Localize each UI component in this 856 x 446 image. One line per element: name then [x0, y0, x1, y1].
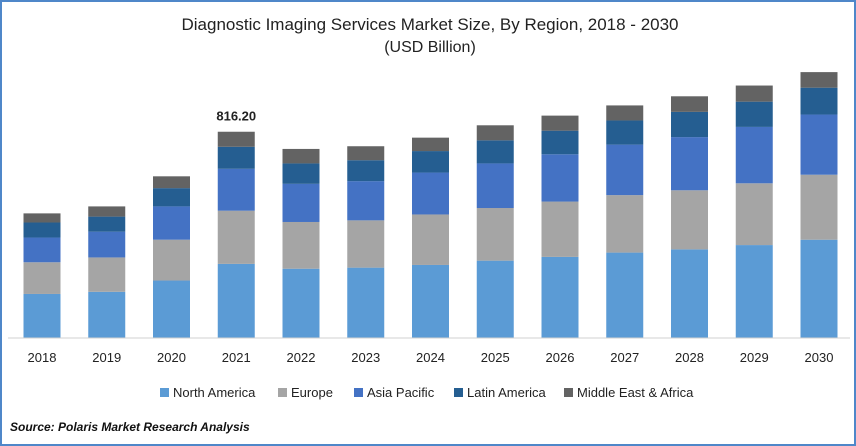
bar-2022-middle-east-africa [282, 148, 320, 164]
bar-2019-europe [88, 257, 126, 292]
bar-2020-middle-east-africa [153, 176, 190, 189]
legend-swatch-asia-pacific [354, 388, 363, 397]
x-tick-2022: 2022 [287, 350, 316, 365]
bar-2028-asia-pacific [671, 137, 708, 191]
legend-swatch-middle-east-africa [564, 388, 573, 397]
x-tick-2029: 2029 [740, 350, 769, 365]
bar-2027-middle-east-africa [606, 105, 644, 121]
bar-2024-asia-pacific [412, 172, 449, 215]
bar-2029-asia-pacific [735, 126, 773, 184]
bar-2026-latin-america [541, 130, 579, 155]
bar-2019-latin-america [88, 216, 126, 232]
bar-2029-north-america [735, 245, 773, 338]
x-tick-2025: 2025 [481, 350, 510, 365]
x-tick-2026: 2026 [546, 350, 575, 365]
bar-2028-europe [671, 190, 708, 250]
data-labels: 816.20 [216, 109, 256, 124]
bar-2027-asia-pacific [606, 144, 644, 196]
bar-2021-north-america [217, 263, 255, 338]
bar-2028-middle-east-africa [671, 96, 708, 112]
bar-2019-middle-east-africa [88, 206, 126, 217]
bar-2030-middle-east-africa [800, 72, 838, 88]
bar-2021-asia-pacific [217, 168, 255, 211]
bar-2020-asia-pacific [153, 206, 190, 240]
bar-2027-latin-america [606, 120, 644, 145]
bar-2025-middle-east-africa [476, 125, 514, 141]
source-note: Source: Polaris Market Research Analysis [10, 420, 250, 434]
bar-2020-latin-america [153, 188, 190, 207]
bar-2022-asia-pacific [282, 183, 320, 222]
bar-2023-latin-america [347, 160, 385, 182]
data-label-2021: 816.20 [216, 109, 256, 124]
x-tick-2024: 2024 [416, 350, 445, 365]
bar-2025-latin-america [476, 140, 514, 164]
x-tick-2030: 2030 [805, 350, 834, 365]
bar-2022-north-america [282, 268, 320, 338]
bar-2018-north-america [23, 293, 61, 338]
bar-2023-middle-east-africa [347, 146, 385, 161]
bar-2024-europe [412, 214, 449, 265]
bar-2030-north-america [800, 239, 838, 338]
bar-2029-europe [735, 183, 773, 246]
bar-2019-north-america [88, 291, 126, 338]
bar-2018-latin-america [23, 222, 61, 238]
bar-2024-latin-america [412, 151, 449, 173]
x-tick-2028: 2028 [675, 350, 704, 365]
bar-2024-north-america [412, 264, 449, 338]
bar-2030-latin-america [800, 87, 838, 115]
bar-2018-europe [23, 262, 61, 294]
bar-2023-north-america [347, 267, 385, 338]
legend: North America Europe Asia Pacific Latin Ame… [160, 385, 694, 400]
bar-2028-latin-america [671, 111, 708, 138]
bars-layer [23, 72, 838, 338]
bar-2030-europe [800, 174, 838, 240]
bar-2026-europe [541, 201, 579, 257]
legend-label-latin-america: Latin America [467, 385, 547, 400]
chart-title: Diagnostic Imaging Services Market Size,… [181, 15, 678, 34]
bar-2024-middle-east-africa [412, 137, 449, 152]
x-tick-2019: 2019 [92, 350, 121, 365]
x-tick-labels: 2018 2019 2020 2021 2022 2023 2024 2025 2026 2027… [28, 350, 834, 365]
legend-label-asia-pacific: Asia Pacific [367, 385, 435, 400]
x-tick-2023: 2023 [351, 350, 380, 365]
bar-2021-europe [217, 210, 255, 264]
bar-2019-asia-pacific [88, 231, 126, 258]
x-tick-2027: 2027 [610, 350, 639, 365]
legend-label-europe: Europe [291, 385, 333, 400]
bar-2022-latin-america [282, 163, 320, 184]
bar-2026-middle-east-africa [541, 115, 579, 131]
bar-2030-asia-pacific [800, 114, 838, 175]
bar-2025-north-america [476, 260, 514, 338]
legend-swatch-north-america [160, 388, 169, 397]
x-tick-2021: 2021 [222, 350, 251, 365]
bar-2026-north-america [541, 256, 579, 338]
x-tick-2020: 2020 [157, 350, 186, 365]
bar-2023-asia-pacific [347, 181, 385, 221]
bar-2023-europe [347, 220, 385, 268]
bar-2029-middle-east-africa [735, 85, 773, 102]
legend-label-north-america: North America [173, 385, 256, 400]
legend-label-middle-east-africa: Middle East & Africa [577, 385, 694, 400]
bar-2026-asia-pacific [541, 154, 579, 202]
chart-subtitle: (USD Billion) [384, 39, 476, 56]
bar-2020-north-america [153, 280, 190, 338]
bar-2027-north-america [606, 252, 644, 338]
bar-2027-europe [606, 195, 644, 253]
bar-2029-latin-america [735, 101, 773, 127]
bar-2022-europe [282, 221, 320, 269]
x-tick-2018: 2018 [28, 350, 57, 365]
bar-2018-middle-east-africa [23, 213, 61, 223]
legend-swatch-latin-america [454, 388, 463, 397]
bar-2021-middle-east-africa [217, 131, 255, 147]
bar-2025-europe [476, 208, 514, 261]
legend-swatch-europe [278, 388, 287, 397]
bar-2020-europe [153, 239, 190, 281]
bar-2025-asia-pacific [476, 163, 514, 209]
bar-2021-latin-america [217, 146, 255, 169]
bar-2018-asia-pacific [23, 237, 61, 263]
bar-2028-north-america [671, 249, 708, 338]
